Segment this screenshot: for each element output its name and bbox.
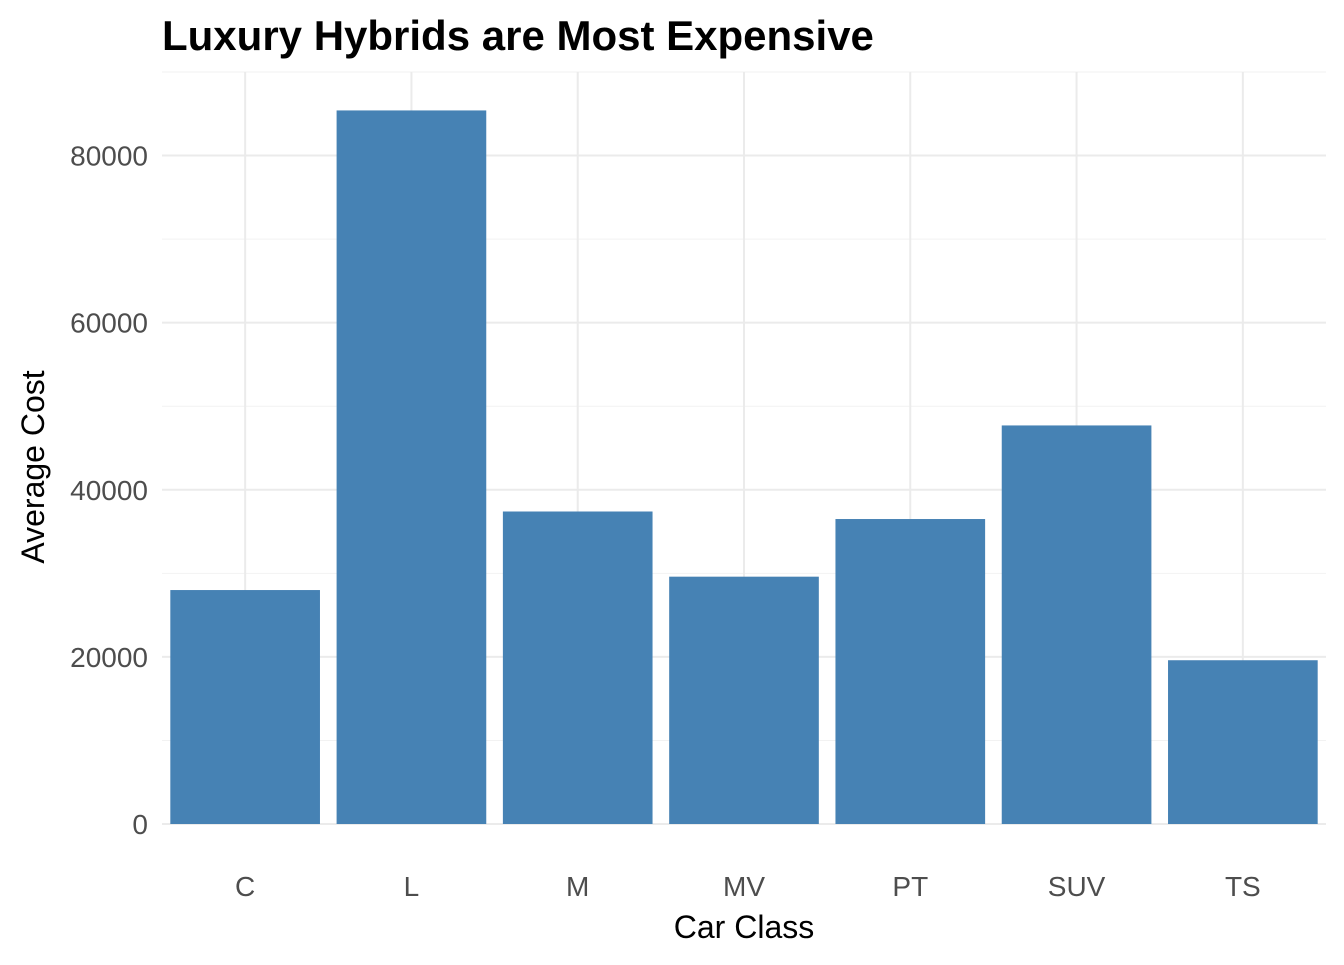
y-axis-ticks: 0 20000 40000 60000 80000 bbox=[70, 141, 148, 840]
y-tick-label: 0 bbox=[132, 809, 148, 840]
bar-c bbox=[170, 590, 320, 824]
x-tick-label: TS bbox=[1225, 871, 1261, 902]
bar-m bbox=[502, 511, 653, 824]
bar-suv bbox=[1001, 425, 1152, 824]
x-tick-label: L bbox=[404, 871, 420, 902]
bar-l bbox=[336, 110, 487, 825]
y-tick-label: 80000 bbox=[70, 141, 148, 172]
y-tick-label: 20000 bbox=[70, 642, 148, 673]
x-axis-ticks: C L M MV PT SUV TS bbox=[235, 871, 1261, 902]
x-axis-title: Car Class bbox=[674, 909, 814, 945]
x-tick-label: SUV bbox=[1048, 871, 1106, 902]
bar-pt bbox=[835, 519, 986, 824]
y-tick-label: 60000 bbox=[70, 308, 148, 339]
x-tick-label: MV bbox=[723, 871, 765, 902]
bar-ts bbox=[1168, 660, 1318, 824]
y-tick-label: 40000 bbox=[70, 475, 148, 506]
bar-mv bbox=[669, 576, 819, 824]
bars bbox=[170, 110, 1318, 825]
x-tick-label: PT bbox=[892, 871, 928, 902]
chart-title: Luxury Hybrids are Most Expensive bbox=[162, 12, 874, 59]
y-axis-title: Average Cost bbox=[15, 370, 51, 563]
x-tick-label: C bbox=[235, 871, 255, 902]
x-tick-label: M bbox=[566, 871, 589, 902]
